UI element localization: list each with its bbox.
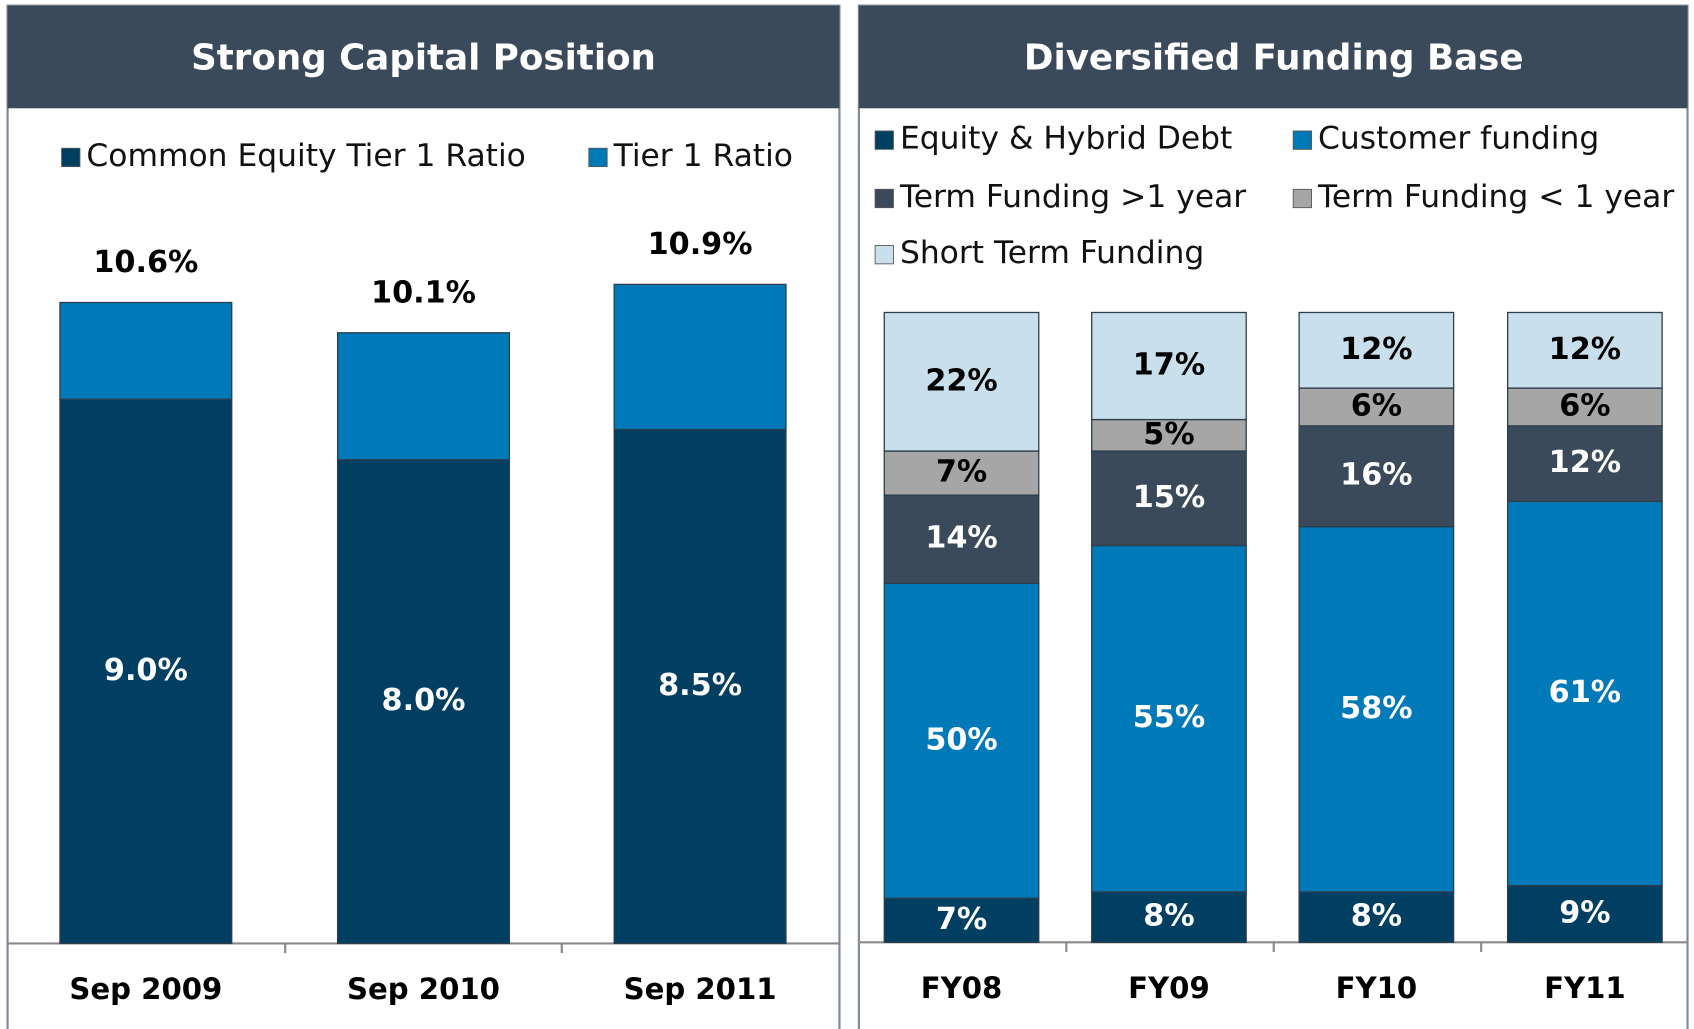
bar-segment bbox=[883, 311, 1040, 452]
legend-label: Term Funding < 1 year bbox=[1317, 179, 1674, 215]
x-tick-label: Sep 2009 bbox=[69, 972, 222, 1006]
bar-segment bbox=[1506, 425, 1663, 503]
data-label: 9.0% bbox=[104, 653, 188, 688]
data-label: 15% bbox=[1133, 480, 1205, 515]
data-label: 5% bbox=[1143, 417, 1194, 452]
legend-label: Term Funding >1 year bbox=[899, 179, 1246, 215]
data-label: 7% bbox=[936, 455, 987, 490]
x-tick-label: FY08 bbox=[921, 971, 1003, 1005]
total-label: 10.6% bbox=[93, 245, 198, 280]
bar-segment bbox=[1091, 891, 1247, 943]
x-tick-label: FY11 bbox=[1544, 971, 1626, 1005]
legend-swatch bbox=[874, 130, 894, 150]
total-label: 10.9% bbox=[648, 227, 753, 262]
chart-title: Strong Capital Position bbox=[191, 38, 656, 79]
legend-swatch bbox=[1292, 188, 1312, 209]
legend-label: Tier 1 Ratio bbox=[613, 138, 793, 174]
data-label: 7% bbox=[936, 902, 987, 937]
bar-segment bbox=[883, 494, 1040, 584]
x-tick-label: Sep 2010 bbox=[347, 972, 500, 1006]
chart-title: Diversified Funding Base bbox=[1024, 38, 1524, 79]
bar-segment bbox=[883, 450, 1040, 496]
data-label: 14% bbox=[925, 521, 997, 556]
data-label: 12% bbox=[1549, 332, 1621, 367]
right-header bbox=[858, 5, 1688, 109]
data-label: 55% bbox=[1133, 700, 1205, 735]
bar-segment bbox=[613, 428, 787, 945]
bar-segment bbox=[59, 301, 233, 400]
bar-segment bbox=[1091, 544, 1247, 893]
data-label: 8% bbox=[1143, 899, 1194, 934]
x-tick-label: FY09 bbox=[1128, 971, 1210, 1005]
data-label: 58% bbox=[1340, 691, 1412, 726]
bar-segment bbox=[1298, 525, 1455, 893]
data-label: 6% bbox=[1351, 388, 1402, 423]
legend-swatch bbox=[1292, 130, 1312, 150]
legend-swatch bbox=[874, 188, 894, 209]
bar-segment bbox=[1506, 311, 1663, 389]
data-label: 9% bbox=[1559, 895, 1610, 930]
bar-segment bbox=[59, 398, 233, 945]
bar-segment bbox=[1506, 387, 1663, 427]
legend-label: Short Term Funding bbox=[900, 235, 1204, 271]
data-label: 16% bbox=[1340, 458, 1412, 493]
data-label: 8.0% bbox=[382, 683, 466, 718]
bar-segment bbox=[1298, 891, 1455, 943]
bar-segment bbox=[336, 332, 511, 461]
data-label: 17% bbox=[1133, 348, 1205, 383]
left-header bbox=[7, 5, 840, 109]
bar-segment bbox=[1091, 311, 1247, 421]
legend-swatch bbox=[874, 245, 894, 265]
legend-label: Equity & Hybrid Debt bbox=[900, 121, 1232, 157]
x-tick-label: FY10 bbox=[1336, 971, 1418, 1005]
legend-label: Common Equity Tier 1 Ratio bbox=[86, 138, 525, 174]
bar-segment bbox=[1298, 387, 1455, 427]
total-label: 10.1% bbox=[371, 275, 476, 310]
legend-label: Customer funding bbox=[1318, 121, 1599, 157]
data-label: 12% bbox=[1340, 332, 1412, 367]
bar-segment bbox=[1506, 500, 1663, 887]
data-label: 22% bbox=[925, 363, 997, 398]
bar-segment bbox=[613, 283, 787, 431]
legend-swatch bbox=[588, 147, 608, 168]
data-label: 8% bbox=[1351, 899, 1402, 934]
data-label: 6% bbox=[1559, 388, 1610, 423]
x-tick-label: Sep 2011 bbox=[624, 972, 777, 1006]
bar-segment bbox=[336, 459, 511, 945]
data-label: 8.5% bbox=[658, 668, 742, 703]
bar-segment bbox=[883, 582, 1040, 899]
data-label: 12% bbox=[1549, 445, 1621, 480]
bar-segment bbox=[1298, 425, 1455, 528]
data-label: 50% bbox=[925, 722, 997, 757]
legend-swatch bbox=[61, 147, 81, 168]
data-label: 61% bbox=[1549, 675, 1621, 710]
bar-segment bbox=[1298, 311, 1455, 389]
